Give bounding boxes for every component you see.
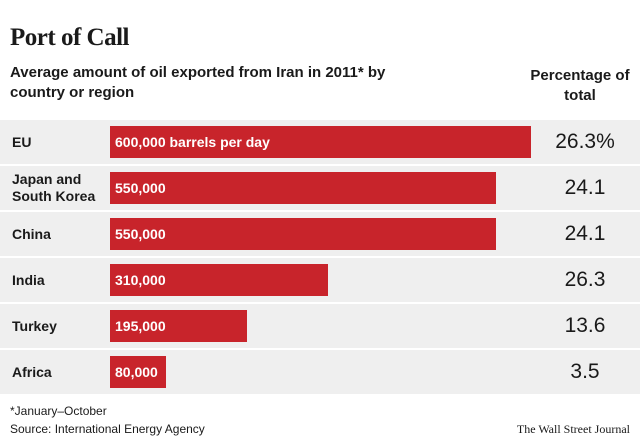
category-label: India bbox=[12, 271, 45, 288]
percentage-value: 24.1 bbox=[564, 176, 606, 199]
bar bbox=[110, 356, 167, 388]
value-label: 195,000 bbox=[115, 318, 166, 334]
value-label: 80,000 bbox=[115, 364, 158, 380]
column-header: Percentage of total bbox=[530, 67, 630, 104]
bar bbox=[110, 218, 496, 250]
value-label: 550,000 bbox=[115, 180, 166, 196]
category-label: China bbox=[12, 225, 51, 242]
percentage-value: 24.1 bbox=[564, 222, 606, 245]
category-label: Africa bbox=[12, 363, 52, 380]
footnote: *January–October bbox=[10, 404, 107, 418]
percentage-value: 13.6 bbox=[564, 314, 606, 337]
category-label: Turkey bbox=[12, 317, 57, 334]
bar bbox=[110, 264, 328, 296]
category-label: Japan and South Korea bbox=[12, 171, 96, 204]
percentage-value: 26.3% bbox=[555, 130, 615, 153]
row: EU 600,000 barrels per day 26.3% bbox=[0, 120, 640, 166]
value-label: 600,000 barrels per day bbox=[115, 134, 270, 150]
row: Japan and South Korea 550,000 24.1 bbox=[0, 166, 640, 212]
row: China 550,000 24.1 bbox=[0, 212, 640, 258]
value-label: 310,000 bbox=[115, 272, 166, 288]
percentage-value: 26.3 bbox=[564, 268, 606, 291]
chart-title: Port of Call bbox=[10, 24, 129, 51]
bar bbox=[110, 310, 247, 342]
category-label: EU bbox=[12, 133, 32, 150]
bar bbox=[110, 126, 531, 158]
source: Source: International Energy Agency bbox=[10, 422, 205, 436]
row: Turkey 195,000 13.6 bbox=[0, 304, 640, 350]
credit: The Wall Street Journal bbox=[516, 422, 630, 436]
percentage-value: 3.5 bbox=[570, 360, 600, 383]
value-label: 550,000 bbox=[115, 226, 166, 242]
row: India 310,000 26.3 bbox=[0, 258, 640, 304]
bar bbox=[110, 172, 496, 204]
chart-subtitle: Average amount of oil exported from Iran… bbox=[10, 64, 386, 101]
row: Africa 80,000 3.5 bbox=[0, 350, 640, 396]
